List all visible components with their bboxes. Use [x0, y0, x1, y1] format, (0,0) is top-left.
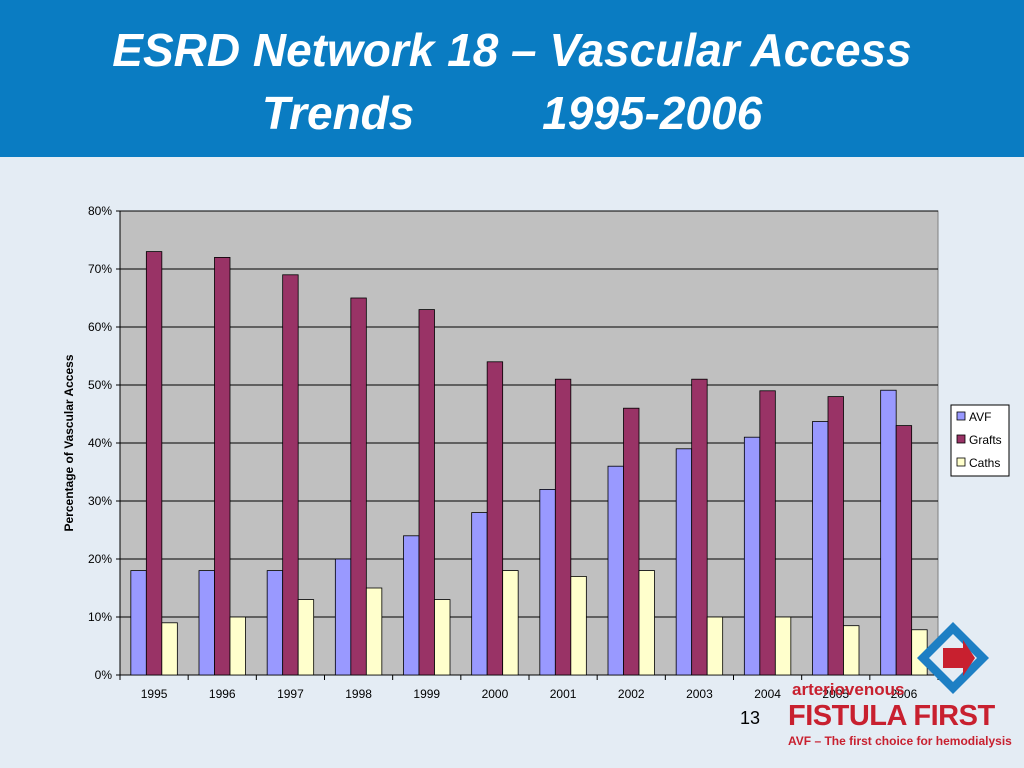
bar-caths-2003 — [706, 616, 724, 676]
bar-grafts-2000 — [486, 361, 504, 676]
bar-avf-1997 — [266, 570, 284, 676]
bar-grafts-1995 — [145, 251, 163, 676]
x-tick-label: 2003 — [686, 687, 713, 701]
bar-grafts-1998 — [350, 297, 367, 676]
bar-caths-2004 — [774, 616, 792, 676]
bar-grafts-1997 — [282, 274, 299, 676]
y-tick-label: 70% — [88, 262, 112, 276]
bar-caths-1999 — [434, 599, 451, 676]
x-tick-label: 1997 — [277, 687, 304, 701]
logo-fistula-first-text: FISTULA FIRST — [788, 700, 995, 732]
bar-avf-1996 — [198, 570, 215, 676]
y-tick-label: 60% — [88, 320, 112, 334]
bar-caths-2000 — [502, 570, 519, 676]
logo-tagline: AVF – The first choice for hemodialysis — [788, 734, 1012, 748]
bar-grafts-2004 — [759, 390, 776, 676]
legend-swatch-caths — [956, 457, 966, 467]
bar-grafts-2006 — [895, 425, 913, 676]
y-tick-label: 80% — [88, 204, 112, 218]
logo-arteriovenous-text: arteriovenous — [792, 680, 905, 699]
bar-avf-1998 — [334, 558, 352, 676]
bar-caths-2002 — [638, 570, 655, 676]
x-tick-label: 2005 — [822, 687, 849, 701]
y-tick-label: 50% — [88, 378, 112, 392]
bar-avf-2004 — [743, 436, 761, 676]
x-tick-label: 1999 — [413, 687, 440, 701]
y-tick-label: 40% — [88, 436, 112, 450]
y-tick-label: 30% — [88, 494, 112, 508]
fistula-first-arrow-logo-icon — [917, 622, 989, 694]
bar-grafts-2005 — [827, 396, 844, 676]
bar-grafts-2001 — [554, 378, 572, 676]
y-tick-label: 0% — [95, 668, 113, 682]
bar-caths-2001 — [570, 576, 587, 676]
legend-label-caths: Caths — [969, 456, 1000, 470]
y-axis-label: Percentage of Vascular Access — [62, 354, 76, 531]
slide-title-line-1: ESRD Network 18 – Vascular Access — [112, 24, 912, 76]
bar-avf-2003 — [675, 448, 693, 676]
x-tick-label: 2006 — [891, 687, 918, 701]
x-tick-label: 2000 — [482, 687, 509, 701]
bar-avf-2000 — [471, 512, 488, 676]
x-tick-label: 1995 — [141, 687, 168, 701]
bar-avf-1995 — [130, 570, 147, 676]
bar-avf-2002 — [607, 465, 624, 676]
bar-caths-1995 — [161, 622, 178, 676]
bar-grafts-1996 — [214, 256, 231, 676]
x-tick-label: 1996 — [209, 687, 236, 701]
y-tick-label: 20% — [88, 552, 112, 566]
x-tick-label: 2004 — [754, 687, 781, 701]
bar-caths-2005 — [843, 625, 860, 676]
bar-grafts-1999 — [418, 309, 435, 676]
x-tick-label: 1998 — [345, 687, 372, 701]
bar-avf-2001 — [539, 488, 556, 676]
fistula-first-logo: arteriovenous FISTULA FIRST AVF – The fi… — [788, 618, 1012, 758]
bar-caths-1996 — [229, 616, 246, 676]
legend-label-grafts: Grafts — [969, 433, 1002, 447]
slide-title-line-2: Trends 1995-2006 — [261, 87, 763, 139]
x-tick-label: 2001 — [550, 687, 577, 701]
y-tick-label: 10% — [88, 610, 112, 624]
legend-swatch-grafts — [956, 434, 966, 444]
bar-grafts-2003 — [691, 378, 708, 676]
bar-grafts-2002 — [623, 407, 640, 676]
page-number: 13 — [740, 708, 761, 728]
x-tick-label: 2002 — [618, 687, 645, 701]
legend-label-avf: AVF — [969, 410, 991, 424]
bar-caths-1998 — [365, 587, 383, 676]
title-bar: ESRD Network 18 – Vascular Access Trends… — [0, 0, 1024, 157]
legend-swatch-avf — [956, 411, 966, 421]
bar-caths-1997 — [297, 599, 315, 676]
bar-avf-1999 — [403, 535, 420, 676]
